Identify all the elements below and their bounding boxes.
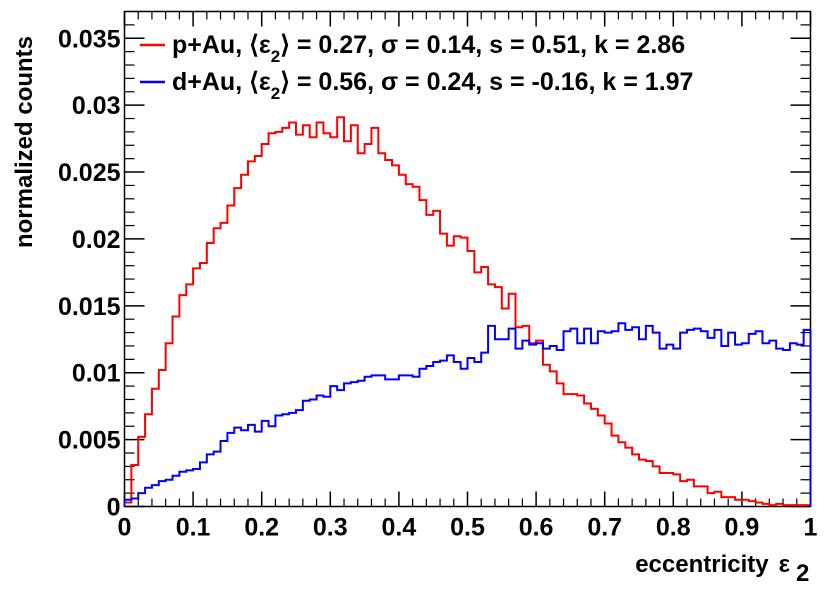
x-tick-label: 0.9	[725, 514, 760, 542]
x-tick-label: 0.1	[176, 514, 211, 542]
x-axis-title-symbol: ε	[779, 551, 790, 578]
y-tick-label: 0.025	[58, 159, 121, 187]
legend-entry: d+Au, ⟨ε2⟩ = 0.56, σ = 0.24, s = -0.16, …	[172, 68, 693, 103]
x-tick-label: 1	[804, 514, 818, 542]
x-axis-title: eccentricity ε	[635, 551, 790, 578]
x-tick-label: 0.8	[656, 514, 691, 542]
series-line-p-au	[123, 116, 812, 507]
y-axis-ticks: 0 0.005 0.01 0.015 0.02 0.025 0.03 0.035	[58, 24, 811, 522]
x-tick-label: 0.3	[313, 514, 348, 542]
series-layer	[123, 116, 812, 507]
x-tick-label: 0	[118, 514, 132, 542]
x-tick-label: 0.2	[244, 514, 279, 542]
y-tick-label: 0.02	[72, 226, 121, 254]
x-tick-label: 0.6	[519, 514, 554, 542]
x-tick-label: 0.5	[450, 514, 485, 542]
y-tick-label: 0	[107, 494, 121, 522]
y-tick-label: 0.015	[58, 293, 121, 321]
x-axis-title-text: eccentricity	[635, 551, 769, 578]
y-axis-title: normalized counts	[11, 36, 38, 248]
x-tick-label: 0.7	[587, 514, 622, 542]
y-tick-label: 0.03	[72, 92, 121, 120]
x-axis-ticks: 0 0.1 0.2 0.3 0.4 0.5 0.6 0.7 0.8 0.9 1	[118, 11, 818, 542]
y-tick-label: 0.01	[72, 360, 121, 388]
y-tick-label: 0.035	[58, 25, 121, 53]
legend: p+Au, ⟨ε2⟩ = 0.27, σ = 0.14, s = 0.51, k…	[140, 31, 693, 103]
series-line-d-au	[123, 322, 812, 507]
x-axis-title-subscript: 2	[796, 560, 809, 587]
y-tick-label: 0.005	[58, 427, 121, 455]
legend-entry: p+Au, ⟨ε2⟩ = 0.27, σ = 0.14, s = 0.51, k…	[172, 31, 685, 66]
x-tick-label: 0.4	[382, 514, 417, 542]
